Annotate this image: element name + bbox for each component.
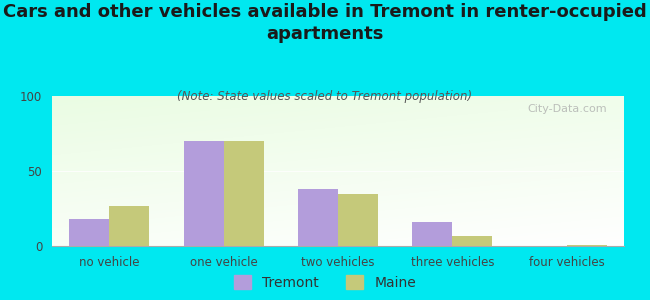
Bar — [567, 244, 607, 246]
Bar — [412, 222, 452, 246]
Text: City-Data.com: City-Data.com — [527, 103, 607, 113]
Bar — [224, 141, 264, 246]
Text: (Note: State values scaled to Tremont population): (Note: State values scaled to Tremont po… — [177, 90, 473, 103]
Bar — [298, 189, 338, 246]
Text: Cars and other vehicles available in Tremont in renter-occupied
apartments: Cars and other vehicles available in Tre… — [3, 3, 647, 43]
Legend: Tremont, Maine: Tremont, Maine — [234, 275, 416, 290]
Bar — [338, 194, 378, 246]
Bar — [183, 141, 224, 246]
Bar — [69, 219, 109, 246]
Bar — [109, 206, 150, 246]
Bar — [452, 236, 493, 246]
